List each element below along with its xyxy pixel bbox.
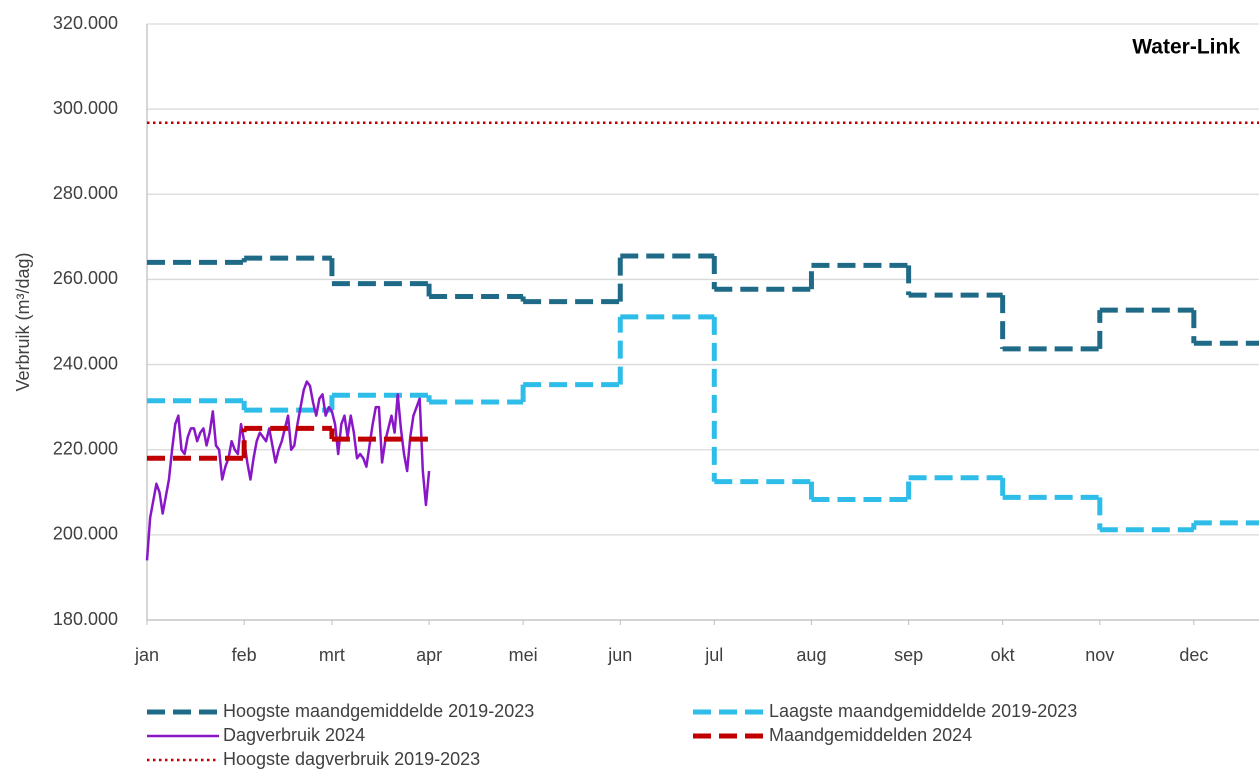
y-tick-label: 220.000: [53, 438, 118, 458]
y-axis-label: Verbruik (m³/dag): [13, 252, 33, 391]
x-tick-label: aug: [796, 645, 826, 665]
y-tick-label: 280.000: [53, 183, 118, 203]
y-tick-label: 180.000: [53, 609, 118, 629]
x-tick-label: jun: [607, 645, 632, 665]
x-tick-label: jan: [134, 645, 159, 665]
x-tick-label: feb: [232, 645, 257, 665]
y-tick-label: 260.000: [53, 268, 118, 288]
x-tick-label: apr: [416, 645, 442, 665]
x-tick-label: nov: [1085, 645, 1114, 665]
x-tick-label: mei: [509, 645, 538, 665]
x-tick-label: jul: [704, 645, 723, 665]
x-tick-label: dec: [1179, 645, 1208, 665]
x-tick-label: sep: [894, 645, 923, 665]
legend-label: Laagste maandgemiddelde 2019-2023: [769, 701, 1077, 721]
y-tick-label: 300.000: [53, 98, 118, 118]
legend-label: Hoogste dagverbruik 2019-2023: [223, 749, 480, 769]
y-tick-label: 200.000: [53, 524, 118, 544]
legend-label: Maandgemiddelden 2024: [769, 725, 972, 745]
x-tick-label: mrt: [319, 645, 345, 665]
y-tick-label: 240.000: [53, 353, 118, 373]
y-tick-label: 320.000: [53, 13, 118, 33]
chart-title: Water-Link: [1132, 36, 1240, 59]
legend-label: Hoogste maandgemiddelde 2019-2023: [223, 701, 534, 721]
legend-label: Dagverbruik 2024: [223, 725, 365, 745]
x-tick-label: okt: [991, 645, 1015, 665]
daily-line: [145, 380, 431, 561]
